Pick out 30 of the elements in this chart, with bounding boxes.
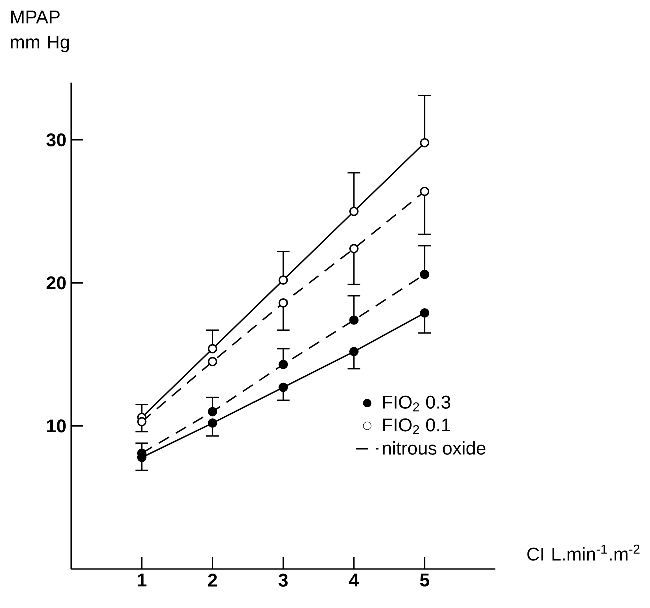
point bbox=[208, 344, 218, 354]
point bbox=[350, 244, 359, 254]
legend-label: FIO$_{2}$ 0.3 bbox=[384, 396, 450, 412]
x-tick-label: 5 bbox=[420, 574, 430, 587]
point bbox=[208, 407, 218, 417]
point bbox=[278, 383, 288, 392]
point bbox=[350, 347, 359, 357]
x-axis-title: CI L.min$^{-1}$.m$^{-2}$ bbox=[528, 545, 640, 562]
y-tick-label: 20 bbox=[46, 276, 66, 290]
point bbox=[420, 270, 430, 280]
y-tick-label: 10 bbox=[47, 420, 66, 433]
point bbox=[208, 418, 218, 428]
annotation: nitrous oxide bbox=[383, 442, 486, 456]
point bbox=[278, 298, 288, 308]
point bbox=[350, 207, 359, 217]
x-tick-label: 4 bbox=[349, 574, 360, 587]
point bbox=[420, 308, 430, 318]
point bbox=[208, 357, 218, 367]
y-axis-title: MPAP mm Hg bbox=[11, 11, 70, 53]
point bbox=[137, 417, 147, 427]
point bbox=[420, 187, 430, 197]
y-tick-label: 30 bbox=[46, 134, 66, 147]
point bbox=[278, 360, 288, 370]
x-tick-label: 1 bbox=[138, 574, 147, 587]
legend-label: FIO$_{2}$ 0.1 bbox=[384, 418, 450, 435]
x-tick-label: 2 bbox=[208, 574, 218, 587]
point bbox=[278, 276, 288, 286]
x-tick-label: 3 bbox=[278, 574, 288, 588]
point bbox=[420, 138, 430, 148]
point bbox=[350, 316, 359, 326]
